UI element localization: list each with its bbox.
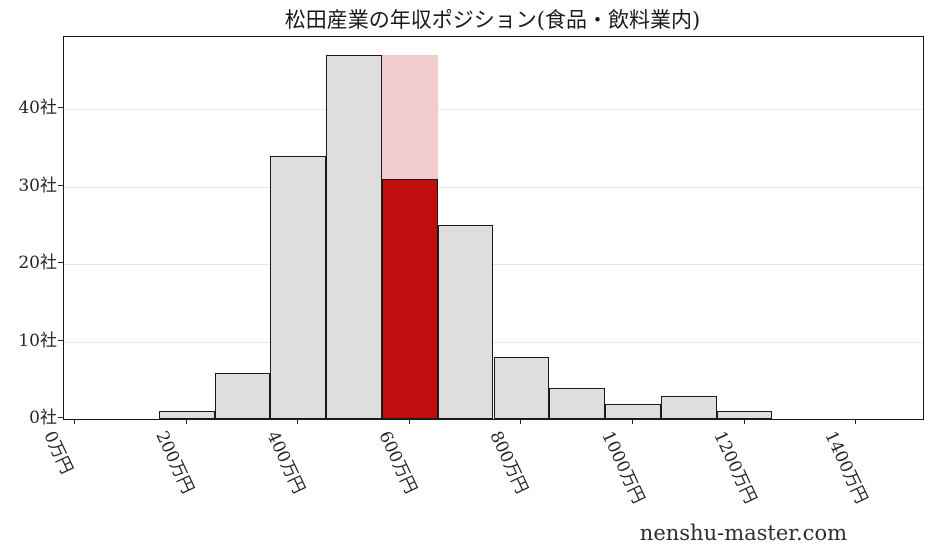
y-tick-label: 30社: [18, 175, 57, 196]
y-tick: [58, 339, 63, 341]
y-tick-label: 40社: [18, 98, 57, 119]
y-tick-label: 10社: [18, 330, 57, 351]
y-tick-label: 0社: [29, 408, 57, 428]
histogram-bar: [605, 403, 661, 419]
x-tick-label: 1400万円: [820, 428, 872, 507]
x-tick-label: 1000万円: [597, 428, 649, 507]
histogram-bar: [214, 372, 271, 419]
x-tick: [631, 419, 633, 424]
x-tick: [855, 419, 857, 424]
histogram-bar: [437, 225, 494, 419]
x-tick-label: 400万円: [262, 428, 309, 497]
gridline-10: [64, 341, 923, 343]
x-tick-label: 800万円: [485, 428, 532, 497]
gridline-40: [64, 109, 923, 111]
histogram-bar: [716, 411, 773, 419]
x-tick: [743, 419, 745, 424]
chart-title: 松田産業の年収ポジション(食品・飲料業内): [284, 8, 701, 32]
histogram-bar: [493, 357, 550, 419]
histogram-bar: [660, 395, 717, 419]
x-tick: [520, 419, 522, 424]
histogram-bar: [158, 411, 215, 419]
x-tick-label: 200万円: [151, 428, 198, 497]
x-tick: [297, 419, 299, 424]
x-tick-label: 0万円: [39, 428, 77, 478]
x-tick-label: 1200万円: [708, 428, 760, 507]
y-tick: [58, 184, 63, 186]
y-tick: [58, 262, 63, 264]
gridline-20: [64, 264, 923, 266]
plot-area: [63, 36, 924, 420]
x-tick: [185, 419, 187, 424]
y-tick: [58, 417, 63, 418]
histogram-bars: [64, 37, 923, 419]
x-tick: [74, 419, 76, 424]
y-tick-label: 20社: [18, 253, 57, 274]
gridline-30: [64, 186, 923, 188]
x-tick-label: 600万円: [374, 428, 421, 497]
highlight-bar: [381, 179, 438, 419]
watermark: nenshu-master.com: [639, 521, 847, 545]
y-tick: [58, 107, 63, 109]
histogram-bar: [549, 388, 606, 419]
histogram-bar: [270, 155, 327, 419]
histogram-bar: [326, 55, 382, 419]
x-tick: [408, 419, 410, 424]
